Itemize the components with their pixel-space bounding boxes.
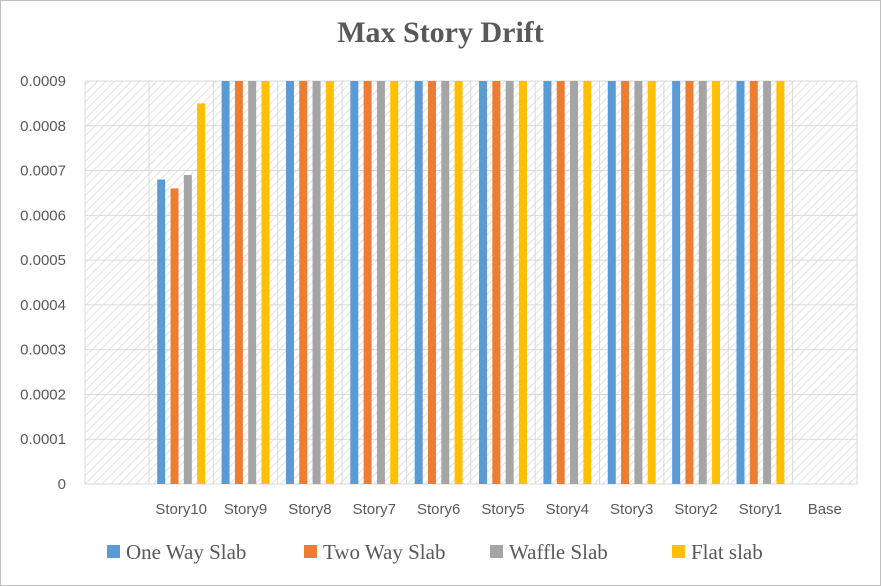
bar bbox=[454, 81, 463, 484]
y-tick-label: 0.0009 bbox=[20, 73, 66, 90]
y-tick-label: 0.0006 bbox=[20, 207, 66, 224]
x-tick-label: Story1 bbox=[739, 501, 782, 518]
x-tick-label: Story4 bbox=[546, 501, 589, 518]
bar bbox=[685, 81, 694, 484]
legend-swatch bbox=[490, 545, 503, 558]
legend-label: Waffle Slab bbox=[509, 540, 608, 564]
bar bbox=[672, 81, 681, 484]
x-tick-label: Story9 bbox=[224, 501, 267, 518]
legend-label: Two Way Slab bbox=[323, 540, 445, 564]
bar bbox=[248, 81, 257, 484]
x-tick-label: Story2 bbox=[674, 501, 717, 518]
y-tick-label: 0 bbox=[58, 476, 66, 493]
bar bbox=[543, 81, 552, 484]
bar bbox=[556, 81, 565, 484]
x-tick-label: Story8 bbox=[288, 501, 331, 518]
bar bbox=[570, 81, 579, 484]
bar bbox=[441, 81, 450, 484]
x-tick-label: Story7 bbox=[353, 501, 396, 518]
y-tick-label: 0.0005 bbox=[20, 252, 66, 269]
legend-label: One Way Slab bbox=[126, 540, 246, 564]
bar bbox=[170, 188, 179, 484]
legend: One Way Slab Two Way Slab Waffle Slab Flat … bbox=[107, 540, 763, 564]
bar bbox=[518, 81, 527, 484]
y-tick-label: 0.0004 bbox=[20, 297, 66, 314]
bar bbox=[197, 103, 206, 484]
bar bbox=[234, 81, 243, 484]
bar bbox=[427, 81, 436, 484]
x-tick-label: Story3 bbox=[610, 501, 653, 518]
x-tick-label: Base bbox=[808, 501, 842, 518]
bar bbox=[363, 81, 372, 484]
bar bbox=[414, 81, 423, 484]
legend-label: Flat slab bbox=[691, 540, 763, 564]
bars bbox=[157, 81, 785, 485]
x-tick-label: Story5 bbox=[481, 501, 524, 518]
y-tick-label: 0.0008 bbox=[20, 118, 66, 135]
y-tick-label: 0.0001 bbox=[20, 431, 66, 448]
bar bbox=[712, 81, 721, 484]
bar bbox=[621, 81, 630, 484]
bar bbox=[479, 81, 488, 484]
bar bbox=[312, 81, 321, 484]
bar bbox=[763, 81, 772, 484]
x-axis-ticks: Story10 Story9 Story8 Story7 Story6 Story5 Sto… bbox=[155, 501, 842, 518]
gridlines bbox=[84, 80, 858, 485]
bar bbox=[776, 81, 785, 484]
bar bbox=[749, 81, 758, 484]
bar bbox=[350, 81, 359, 484]
bar bbox=[698, 81, 707, 484]
chart-title: Max Story Drift bbox=[337, 16, 544, 49]
bar bbox=[376, 81, 385, 484]
bar bbox=[492, 81, 501, 484]
bar bbox=[647, 81, 656, 484]
bar bbox=[261, 81, 270, 484]
bar bbox=[183, 175, 192, 485]
bar bbox=[285, 81, 294, 484]
bar bbox=[325, 81, 334, 484]
bar bbox=[390, 81, 399, 484]
bar bbox=[299, 81, 308, 484]
bar bbox=[157, 179, 166, 484]
bar bbox=[607, 81, 616, 484]
bar bbox=[583, 81, 592, 484]
x-tick-label: Story10 bbox=[155, 501, 207, 518]
y-tick-label: 0.0002 bbox=[20, 386, 66, 403]
y-tick-label: 0.0003 bbox=[20, 342, 66, 359]
bar bbox=[505, 81, 514, 484]
y-axis-ticks: 0 0.0001 0.0002 0.0003 0.0004 0.0005 0.0006 0.0… bbox=[20, 73, 66, 493]
x-tick-label: Story6 bbox=[417, 501, 460, 518]
legend-swatch bbox=[672, 545, 685, 558]
bar bbox=[736, 81, 745, 484]
legend-swatch bbox=[107, 545, 120, 558]
y-tick-label: 0.0007 bbox=[20, 163, 66, 180]
legend-swatch bbox=[304, 545, 317, 558]
bar bbox=[634, 81, 643, 484]
bar bbox=[221, 81, 230, 484]
